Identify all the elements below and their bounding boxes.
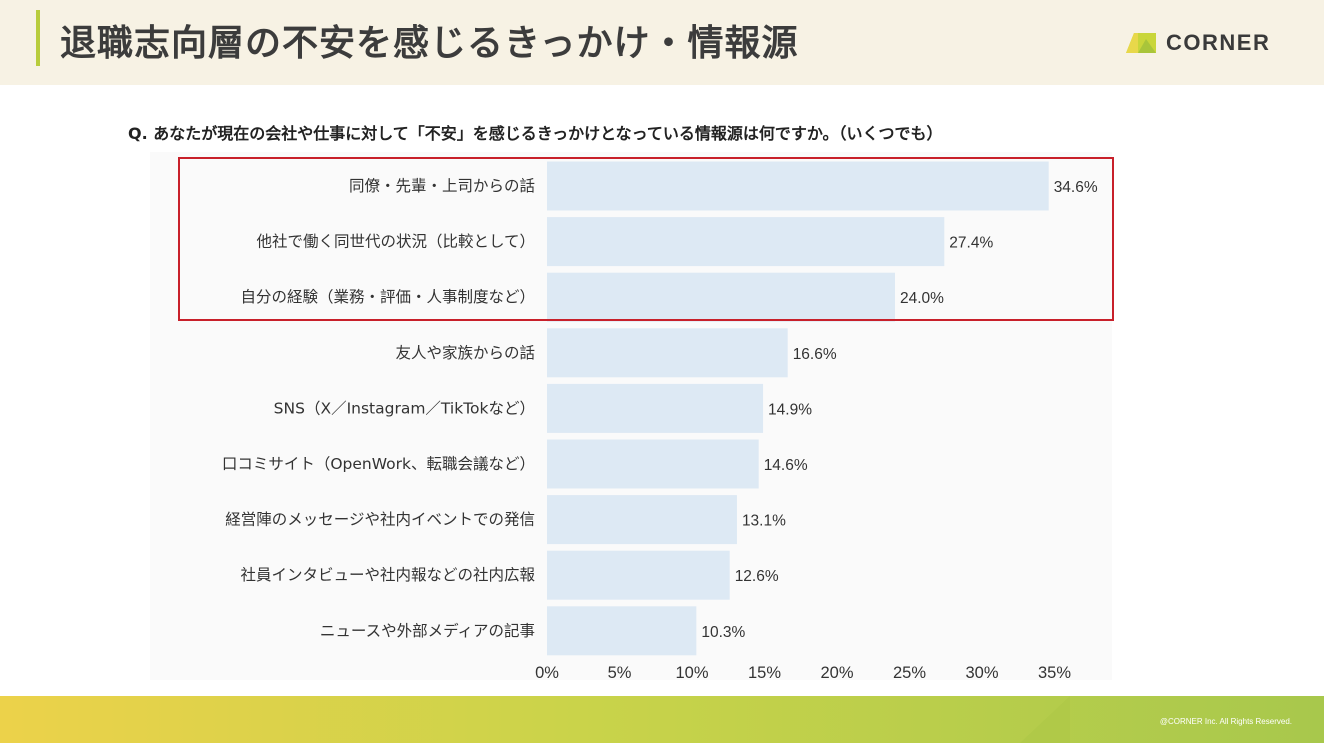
value-label-5: 14.9% xyxy=(768,401,812,418)
bar-6 xyxy=(547,439,759,489)
category-label-5: SNS（X／Instagram／TikTokなど） xyxy=(274,399,535,417)
category-label-3: 自分の経験（業務・評価・人事制度など） xyxy=(240,288,535,306)
x-tick-label-25: 25% xyxy=(893,664,926,682)
value-label-4: 16.6% xyxy=(793,346,837,363)
x-tick-label-35: 35% xyxy=(1038,664,1071,682)
value-label-7: 13.1% xyxy=(742,513,786,530)
bar-8 xyxy=(547,550,730,600)
x-tick-label-20: 20% xyxy=(820,664,853,682)
corner-logo: CORNER xyxy=(1126,30,1270,56)
category-label-6: 口コミサイト（OpenWork、転職会議など） xyxy=(222,455,535,473)
copyright-text: @CORNER Inc. All Rights Reserved. xyxy=(1159,717,1292,726)
header-accent-line xyxy=(36,10,40,66)
bar-9 xyxy=(547,606,697,656)
value-label-2: 27.4% xyxy=(949,235,993,252)
survey-question: Q. あなたが現在の会社や仕事に対して「不安」を感じるきっかけとなっている情報源… xyxy=(128,124,943,143)
footer-stripe xyxy=(1020,696,1070,743)
category-label-2: 他社で働く同世代の状況（比較として） xyxy=(256,233,535,251)
category-label-9: ニュースや外部メディアの記事 xyxy=(320,621,535,640)
bar-7 xyxy=(547,495,737,545)
category-label-7: 経営陣のメッセージや社内イベントでの発信 xyxy=(225,511,535,529)
highlight-box xyxy=(178,157,1114,321)
value-label-6: 14.6% xyxy=(764,457,808,474)
bar-1 xyxy=(547,161,1049,211)
bar-3 xyxy=(547,272,895,322)
corner-logo-text: CORNER xyxy=(1166,30,1271,55)
category-label-8: 社員インタビューや社内報などの社内広報 xyxy=(240,566,535,584)
value-label-9: 10.3% xyxy=(701,624,745,641)
x-tick-label-15: 15% xyxy=(748,664,781,682)
value-label-1: 34.6% xyxy=(1054,179,1098,196)
x-tick-label-30: 30% xyxy=(965,664,998,682)
x-tick-label-0: 0% xyxy=(535,664,559,682)
category-label-4: 友人や家族からの話 xyxy=(395,344,535,362)
x-tick-label-10: 10% xyxy=(675,664,708,682)
bar-2 xyxy=(547,217,945,267)
x-tick-label-5: 5% xyxy=(608,664,632,682)
header-bar: 退職志向層の不安を感じるきっかけ・情報源 CORNER xyxy=(0,0,1324,85)
category-label-1: 同僚・先輩・上司からの話 xyxy=(349,177,535,195)
footer-bar: @CORNER Inc. All Rights Reserved. xyxy=(0,696,1324,743)
page-title: 退職志向層の不安を感じるきっかけ・情報源 xyxy=(60,23,799,64)
bar-4 xyxy=(547,328,788,378)
bar-5 xyxy=(547,383,764,433)
value-label-3: 24.0% xyxy=(900,290,944,307)
value-label-8: 12.6% xyxy=(735,568,779,585)
corner-logo-icon xyxy=(1126,33,1156,53)
